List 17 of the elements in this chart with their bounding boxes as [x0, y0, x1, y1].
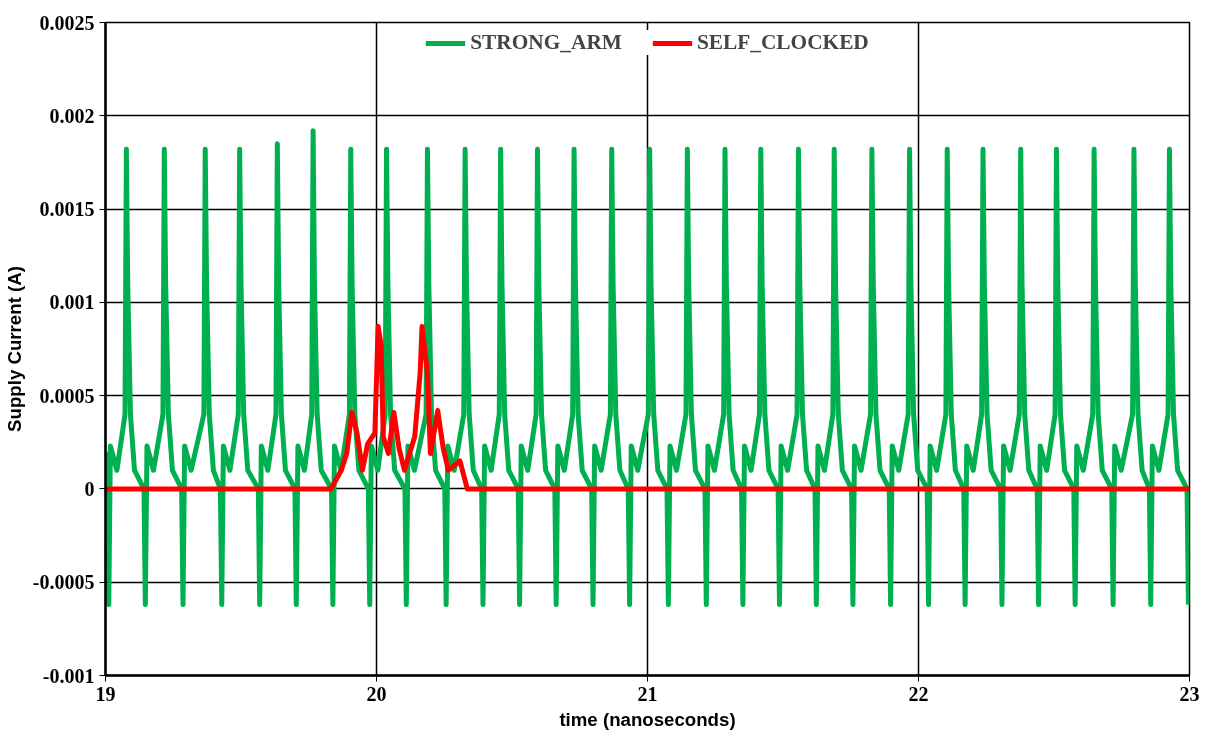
y-tick-label: 0.001 — [49, 291, 95, 314]
legend-label: SELF_CLOCKED — [696, 30, 869, 55]
x-tick-label: 22 — [908, 682, 929, 705]
y-tick-label: 0.0015 — [39, 198, 95, 221]
y-tick-label: -0.001 — [42, 664, 95, 687]
y-tick-label: 0.0025 — [39, 11, 95, 34]
x-tick-label: 23 — [1179, 682, 1200, 705]
x-tick-label: 21 — [637, 682, 658, 705]
y-axis-title: Supply Current (A) — [3, 266, 25, 432]
y-tick-label: 0.0005 — [39, 384, 95, 407]
x-tick-label: 19 — [95, 682, 116, 705]
x-axis-title: time (nanoseconds) — [559, 708, 736, 730]
x-tick-label: 20 — [366, 682, 387, 705]
y-tick-label: 0.002 — [49, 104, 95, 127]
legend-label: STRONG_ARM — [470, 30, 622, 55]
y-tick-label: 0 — [84, 477, 95, 500]
y-tick-label: -0.0005 — [32, 571, 95, 594]
